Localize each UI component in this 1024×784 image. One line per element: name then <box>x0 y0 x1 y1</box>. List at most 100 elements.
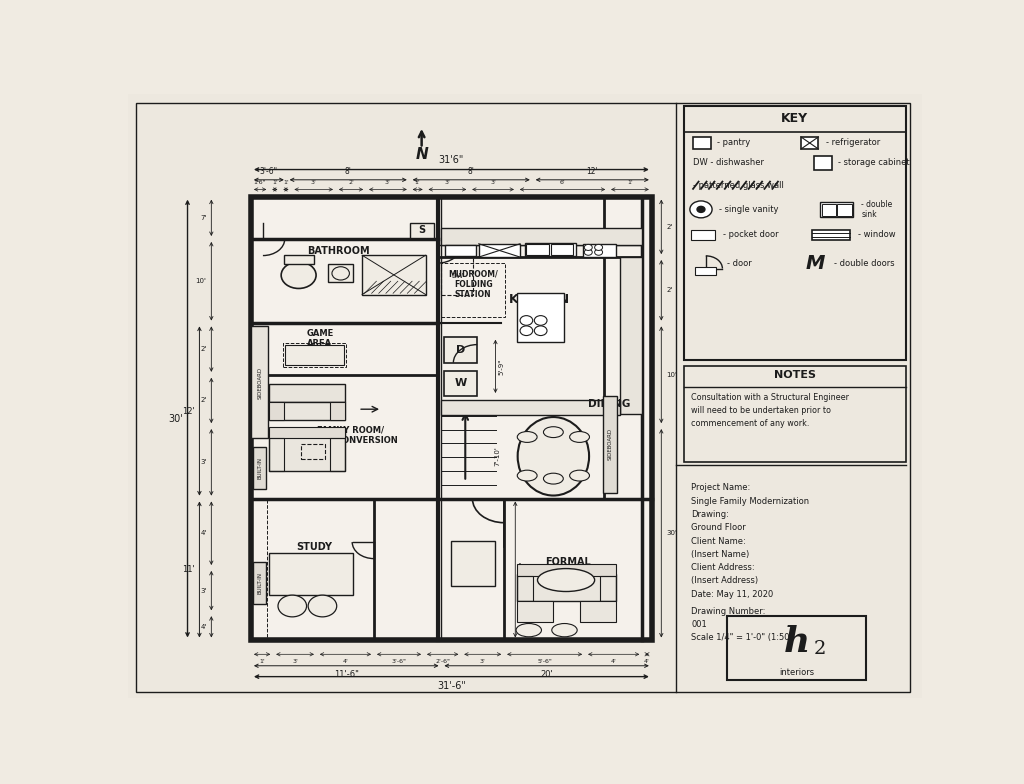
Text: - double doors: - double doors <box>835 260 895 268</box>
Text: 3'-6": 3'-6" <box>391 659 407 663</box>
Text: N: N <box>416 147 428 162</box>
Text: Client Address:: Client Address: <box>691 563 755 572</box>
Text: 2': 2' <box>201 346 207 352</box>
Text: 2'-6": 2'-6" <box>435 659 451 663</box>
Circle shape <box>520 316 532 325</box>
Text: Consultation with a Structural Engineer
will need to be undertaken prior to
comm: Consultation with a Structural Engineer … <box>691 393 850 428</box>
Bar <box>684 106 906 360</box>
Text: DW - dishwasher: DW - dishwasher <box>693 158 764 167</box>
Bar <box>801 137 818 149</box>
Bar <box>253 447 266 489</box>
Circle shape <box>595 245 602 250</box>
Text: Project Name:: Project Name: <box>691 484 751 492</box>
Text: 7'-10': 7'-10' <box>495 446 501 466</box>
Bar <box>283 343 346 367</box>
Text: Client Name:: Client Name: <box>691 536 746 546</box>
Bar <box>269 384 345 402</box>
Text: 7': 7' <box>200 215 207 221</box>
Bar <box>269 402 345 420</box>
Text: 3'-6": 3'-6" <box>260 166 278 176</box>
Text: - pantry: - pantry <box>717 139 751 147</box>
Bar <box>331 402 345 420</box>
Text: STUDY: STUDY <box>297 542 333 552</box>
Text: SIDEBOARD: SIDEBOARD <box>257 367 262 399</box>
Bar <box>443 337 477 363</box>
Circle shape <box>585 245 592 250</box>
Text: - storage cabinet: - storage cabinet <box>839 158 910 167</box>
Text: (Insert Name): (Insert Name) <box>691 550 750 559</box>
Circle shape <box>535 326 547 336</box>
Text: 4': 4' <box>201 624 207 630</box>
Bar <box>362 256 426 295</box>
Bar <box>441 263 505 318</box>
Text: 31'6": 31'6" <box>438 155 464 165</box>
Text: 3': 3' <box>385 180 391 185</box>
Bar <box>695 267 716 274</box>
Bar <box>821 204 836 216</box>
Bar <box>691 230 715 240</box>
Bar <box>693 137 711 149</box>
Text: interiors: interiors <box>779 668 814 677</box>
Bar <box>441 257 473 295</box>
Bar <box>285 345 344 365</box>
Text: 2': 2' <box>201 397 207 404</box>
Text: 7'-7": 7'-7" <box>519 561 525 578</box>
Bar <box>441 228 642 245</box>
Ellipse shape <box>516 623 542 637</box>
Text: 4': 4' <box>610 659 616 663</box>
Text: 12': 12' <box>182 407 195 416</box>
Text: D: D <box>456 345 465 355</box>
Ellipse shape <box>544 474 563 484</box>
Text: Date: May 11, 2020: Date: May 11, 2020 <box>691 590 774 599</box>
Bar <box>328 264 353 282</box>
Text: - window: - window <box>858 230 896 239</box>
Circle shape <box>520 326 532 336</box>
Bar <box>517 574 616 601</box>
Text: Drawing Number:: Drawing Number: <box>691 607 766 615</box>
Text: 1': 1' <box>259 659 265 663</box>
Text: 3': 3' <box>292 659 298 663</box>
Bar <box>602 396 616 492</box>
Text: - patterned glass wall: - patterned glass wall <box>693 181 784 190</box>
Text: - refrigerator: - refrigerator <box>826 139 881 147</box>
Text: 1': 1' <box>272 180 278 185</box>
Ellipse shape <box>569 470 590 481</box>
Bar <box>451 541 495 586</box>
Bar <box>517 575 532 601</box>
Bar <box>684 366 906 463</box>
Bar <box>838 204 852 216</box>
Circle shape <box>585 249 592 256</box>
Text: FORMAL
LIVING: FORMAL LIVING <box>546 557 591 579</box>
Text: 31'-6": 31'-6" <box>437 681 466 691</box>
Text: 2': 2' <box>666 224 673 230</box>
Bar <box>443 371 477 396</box>
Bar <box>301 445 325 459</box>
Text: S: S <box>819 158 826 167</box>
Text: 1': 1' <box>627 180 633 185</box>
Circle shape <box>690 201 712 218</box>
Text: NOTES: NOTES <box>773 370 816 380</box>
Text: 001: 001 <box>691 620 708 629</box>
Text: SIDEBOARD: SIDEBOARD <box>607 428 612 460</box>
Ellipse shape <box>552 623 578 637</box>
Bar <box>524 242 577 256</box>
Text: 10': 10' <box>196 278 207 285</box>
Bar <box>441 400 621 416</box>
Text: 4': 4' <box>201 530 207 536</box>
Bar <box>251 197 652 641</box>
Text: 5'-6": 5'-6" <box>538 659 552 663</box>
Bar <box>517 564 616 575</box>
Text: Drawing:: Drawing: <box>691 510 729 519</box>
Text: 12': 12' <box>587 166 598 176</box>
Text: 20': 20' <box>541 670 553 679</box>
Text: - double
sink: - double sink <box>861 200 893 219</box>
Circle shape <box>278 595 306 617</box>
Text: W: W <box>455 378 467 388</box>
Text: 3': 3' <box>444 180 451 185</box>
Text: 30': 30' <box>666 530 677 536</box>
Bar <box>269 432 345 471</box>
Text: 3': 3' <box>200 459 207 466</box>
Text: 2: 2 <box>814 641 826 659</box>
Circle shape <box>282 262 316 289</box>
Text: h: h <box>783 625 810 659</box>
